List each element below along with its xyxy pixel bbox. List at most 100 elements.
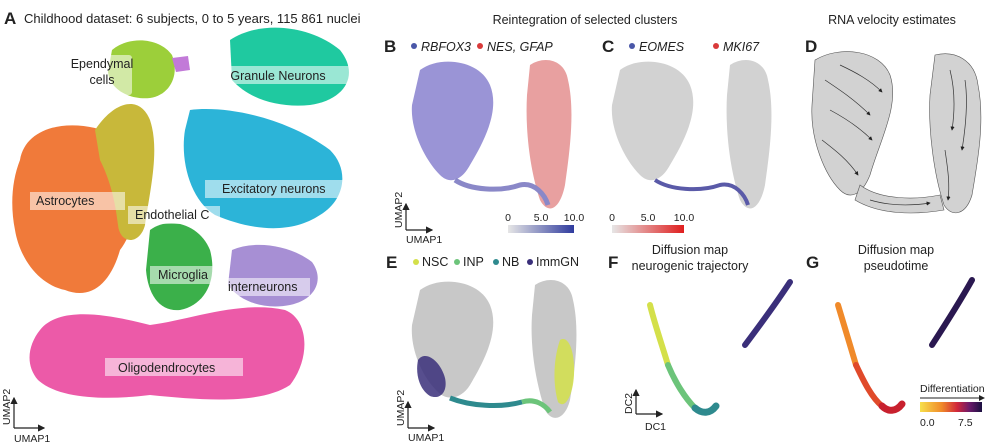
panel-e-yaxis-label: UMAP2 — [395, 390, 407, 426]
velocity-stream — [839, 64, 883, 93]
umap-e-nsc-region — [554, 339, 575, 405]
colorbar-c — [612, 225, 684, 233]
velocity-stream — [960, 79, 967, 151]
panel-c-letter: C — [602, 37, 614, 56]
legend-e-nsc: NSC — [422, 255, 448, 269]
cluster-labels: Ependymal cells Granule Neurons Astrocyt… — [30, 55, 350, 376]
legend-e-immgn-dot — [527, 259, 533, 265]
velocity-bridge — [854, 184, 945, 214]
legend-e-nb-dot — [493, 259, 499, 265]
velocity-stream — [949, 69, 955, 131]
label-box-oligodendrocytes — [105, 358, 243, 376]
label-excitatory: Excitatory neurons — [222, 182, 326, 196]
umap-b-left-lobe — [411, 61, 494, 181]
panel-d-letter: D — [805, 37, 817, 56]
diffusion-f-immgn — [742, 279, 793, 348]
cluster-purple-speck — [172, 56, 190, 72]
label-box-astrocytes — [30, 192, 125, 210]
cluster-interneurons — [228, 244, 318, 307]
panel-a: A Childhood dataset: 6 subjects, 0 to 5 … — [1, 9, 361, 445]
umap-b-bridge — [453, 177, 551, 206]
panel-d-title: RNA velocity estimates — [828, 13, 956, 27]
colorbar-b — [508, 225, 574, 233]
label-ependymal-line1: Ependymal — [71, 57, 134, 71]
colorbar-g-tick-0: 0.0 — [920, 417, 935, 429]
panel-g-letter: G — [806, 253, 819, 272]
legend-b-rbfox3: RBFOX3 — [421, 40, 471, 54]
panel-b-letter: B — [384, 37, 396, 56]
label-oligodendrocytes: Oligodendrocytes — [118, 361, 215, 375]
panel-g-title-line1: Diffusion map — [858, 243, 934, 257]
label-box-interneurons — [222, 278, 310, 296]
colorbar-b-tick-0: 0 — [505, 212, 511, 224]
velocity-right-lobe — [929, 53, 982, 214]
label-box-granule — [205, 66, 350, 84]
colorbar-g — [920, 402, 982, 412]
legend-c-mki67: MKI67 — [723, 40, 760, 54]
label-ependymal-line2: cells — [89, 73, 114, 87]
umap-c-left-lobe — [611, 61, 694, 181]
panel-e: E NSC INP NB ImmGN UMAP2 UMAP1 — [386, 253, 579, 444]
label-box-ependymal — [72, 55, 132, 95]
cluster-oligodendrocytes — [29, 307, 305, 400]
panel-b: B RBFOX3 NES, GFAP 0 5.0 10.0 UMAP2 UMAP… — [384, 37, 584, 246]
colorbar-c-tick-2: 10.0 — [674, 212, 695, 224]
diffusion-f-trajectory-nb — [691, 402, 720, 416]
pseudotime-g-trajectory-mid — [853, 362, 885, 409]
panel-f-yaxis-label: DC2 — [623, 393, 635, 414]
cluster-excitatory — [183, 109, 343, 229]
label-box-excitatory — [205, 180, 345, 198]
velocity-streamlines — [821, 64, 967, 206]
velocity-stream — [869, 199, 931, 206]
umap-e-nb-bridge — [449, 395, 523, 408]
panel-a-yaxis-label: UMAP2 — [1, 389, 13, 425]
umap-e-immgn-region — [417, 356, 446, 398]
panel-b-xaxis-label: UMAP1 — [406, 234, 442, 246]
diffusion-f-trajectory-inp — [665, 362, 698, 411]
colorbar-b-tick-1: 5.0 — [534, 212, 549, 224]
panel-d: D RNA velocity estimates — [805, 13, 982, 214]
legend-e-immgn: ImmGN — [536, 255, 579, 269]
panel-f-title-line2: neurogenic trajectory — [632, 259, 749, 273]
diffusion-f-trajectory-nsc — [647, 302, 671, 368]
umap-c-bridge — [653, 178, 750, 206]
colorbar-c-tick-0: 0 — [609, 212, 615, 224]
cluster-endothelial — [95, 103, 155, 241]
legend-b-nes-dot — [477, 43, 483, 49]
label-interneurons: interneurons — [228, 280, 298, 294]
label-box-microglia — [150, 266, 218, 284]
panel-g: G Diffusion map pseudotime Differentiati… — [806, 243, 985, 429]
panel-f: F Diffusion map neurogenic trajectory DC… — [608, 243, 793, 433]
panel-a-letter: A — [4, 9, 16, 28]
reintegration-title: Reintegration of selected clusters — [493, 13, 678, 27]
panel-f-letter: F — [608, 253, 618, 272]
colorbar-g-label: Differentiation — [920, 383, 985, 395]
pseudotime-g-trajectory-early — [835, 302, 859, 368]
colorbar-c-tick-1: 5.0 — [641, 212, 656, 224]
legend-c-eomes: EOMES — [639, 40, 685, 54]
legend-e-nsc-dot — [413, 259, 419, 265]
colorbar-g-tick-1: 7.5 — [958, 417, 973, 429]
umap-c-right-lobe — [726, 60, 772, 209]
panel-b-yaxis-label: UMAP2 — [393, 192, 405, 228]
panel-a-axes: UMAP2 UMAP1 — [1, 389, 50, 445]
label-microglia: Microglia — [158, 268, 208, 282]
colorbar-b-tick-2: 10.0 — [564, 212, 585, 224]
velocity-stream — [824, 79, 871, 116]
panel-f-title-line1: Diffusion map — [652, 243, 728, 257]
legend-e-nb: NB — [502, 255, 519, 269]
panel-a-title: Childhood dataset: 6 subjects, 0 to 5 ye… — [24, 11, 361, 26]
legend-c-mki67-dot — [713, 43, 719, 49]
legend-e-inp: INP — [463, 255, 484, 269]
velocity-stream — [821, 139, 859, 176]
panel-c: C EOMES MKI67 0 5.0 10.0 — [602, 37, 772, 233]
legend-b-nes-gfap: NES, GFAP — [487, 40, 553, 54]
velocity-stream — [944, 149, 951, 201]
legend-e-inp-dot — [454, 259, 460, 265]
panel-e-xaxis-label: UMAP1 — [408, 432, 444, 444]
label-endothelial: Endothelial C — [135, 208, 209, 222]
panel-g-title-line2: pseudotime — [864, 259, 929, 273]
legend-b-rbfox3-dot — [411, 43, 417, 49]
pseudotime-g-immgn — [929, 277, 975, 348]
